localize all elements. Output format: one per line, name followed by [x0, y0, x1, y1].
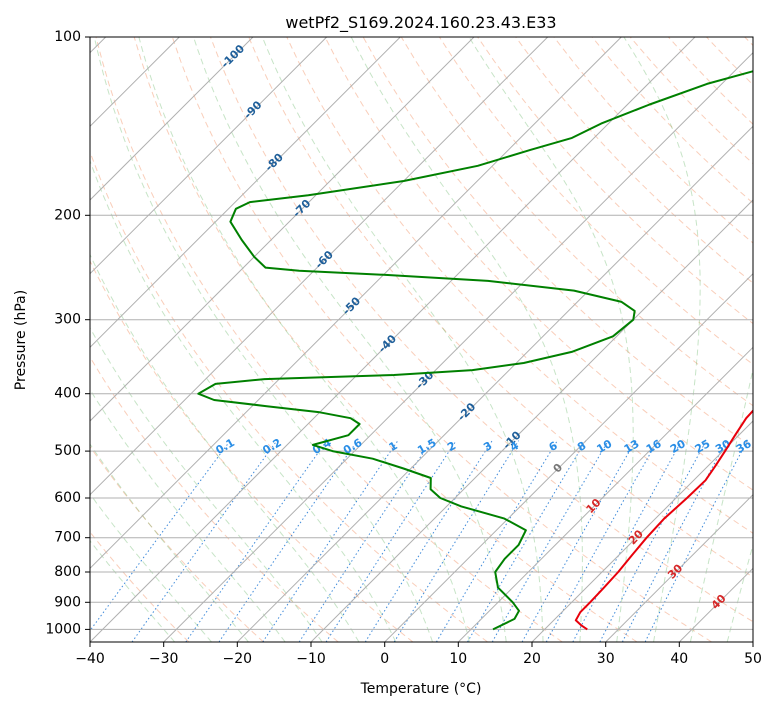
y-tick-label: 500 — [54, 443, 81, 459]
y-tick-label: 1000 — [45, 621, 81, 637]
x-tick-label: 20 — [523, 651, 541, 667]
x-tick-label: −40 — [75, 651, 105, 667]
y-tick-label: 600 — [54, 490, 81, 506]
y-tick-label: 400 — [54, 386, 81, 402]
y-tick-label: 900 — [54, 594, 81, 610]
chart-title: wetPf2_S169.2024.160.23.43.E33 — [285, 13, 556, 33]
x-tick-label: −30 — [149, 651, 179, 667]
x-tick-label: 40 — [670, 651, 688, 667]
y-tick-label: 200 — [54, 207, 81, 223]
x-tick-label: 50 — [744, 651, 762, 667]
y-tick-label: 700 — [54, 530, 81, 546]
x-tick-label: 30 — [597, 651, 615, 667]
x-tick-label: −20 — [223, 651, 253, 667]
y-tick-label: 100 — [54, 29, 81, 45]
x-axis-label: Temperature (°C) — [360, 681, 482, 697]
x-tick-label: 0 — [380, 651, 389, 667]
y-tick-label: 300 — [54, 312, 81, 328]
x-tick-label: 10 — [449, 651, 467, 667]
x-tick-label: −10 — [296, 651, 326, 667]
y-axis-label: Pressure (hPa) — [13, 290, 29, 390]
y-tick-label: 800 — [54, 564, 81, 580]
